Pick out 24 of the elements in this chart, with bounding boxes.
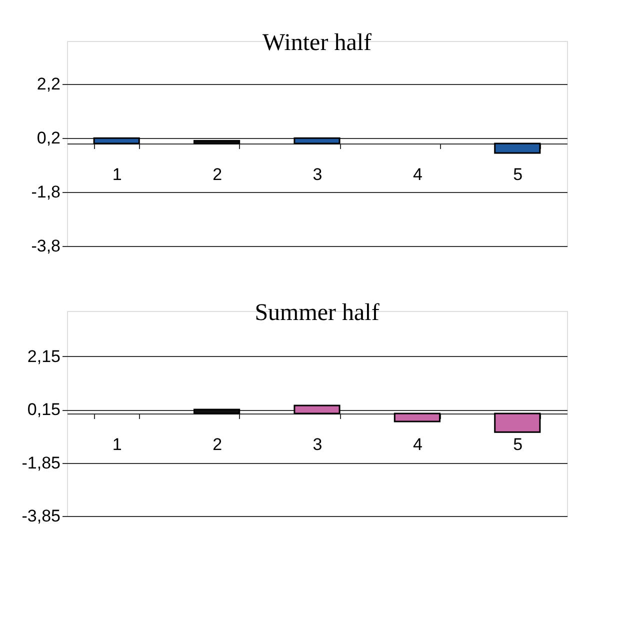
chart-title: Summer half [254,300,380,326]
x-tick-label: 2 [212,165,222,184]
y-tick-label: -3,85 [22,506,60,526]
chart-title: Winter half [262,30,372,56]
y-tick-label: 2,15 [27,346,60,366]
y-tick-label: -1,85 [22,453,60,472]
x-tick-label: 4 [412,165,422,184]
x-tick-label: 5 [513,165,523,184]
x-tick-label: 5 [513,435,523,454]
bar [494,412,541,433]
y-tick-label: 2,2 [36,74,60,94]
x-tick-label: 3 [312,435,322,454]
bar [394,412,440,422]
x-tick-label: 3 [312,165,322,184]
bar [294,404,340,414]
y-tick-label: 0,2 [36,128,60,148]
x-tick-label: 4 [412,435,422,454]
x-tick-label: 2 [212,435,222,454]
bar [194,408,240,414]
y-tick-label: -1,8 [31,182,60,202]
y-tick-label: -3,8 [31,236,60,256]
x-tick-label: 1 [112,165,122,184]
y-tick-label: 0,15 [27,400,60,420]
x-tick-label: 1 [112,435,122,454]
